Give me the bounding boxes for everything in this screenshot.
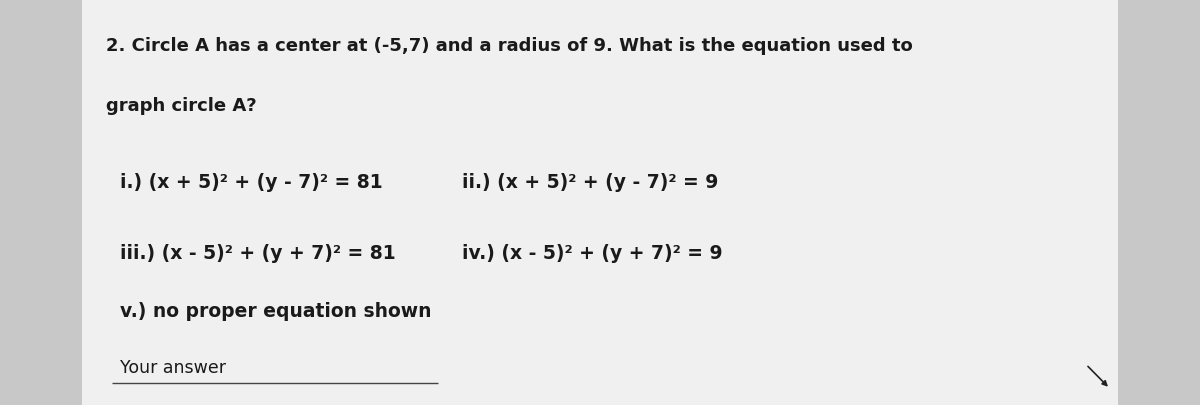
Text: v.) no proper equation shown: v.) no proper equation shown: [120, 302, 432, 321]
Text: graph circle A?: graph circle A?: [106, 97, 257, 115]
Text: iii.) (x - 5)² + (y + 7)² = 81: iii.) (x - 5)² + (y + 7)² = 81: [120, 243, 396, 262]
Text: i.) (x + 5)² + (y - 7)² = 81: i.) (x + 5)² + (y - 7)² = 81: [120, 172, 383, 191]
Text: 2. Circle A has a center at (-5,7) and a radius of 9. What is the equation used : 2. Circle A has a center at (-5,7) and a…: [106, 36, 912, 54]
Text: iv.) (x - 5)² + (y + 7)² = 9: iv.) (x - 5)² + (y + 7)² = 9: [462, 243, 722, 262]
FancyBboxPatch shape: [82, 0, 1118, 405]
Text: Your answer: Your answer: [120, 358, 226, 376]
Text: ii.) (x + 5)² + (y - 7)² = 9: ii.) (x + 5)² + (y - 7)² = 9: [462, 172, 719, 191]
